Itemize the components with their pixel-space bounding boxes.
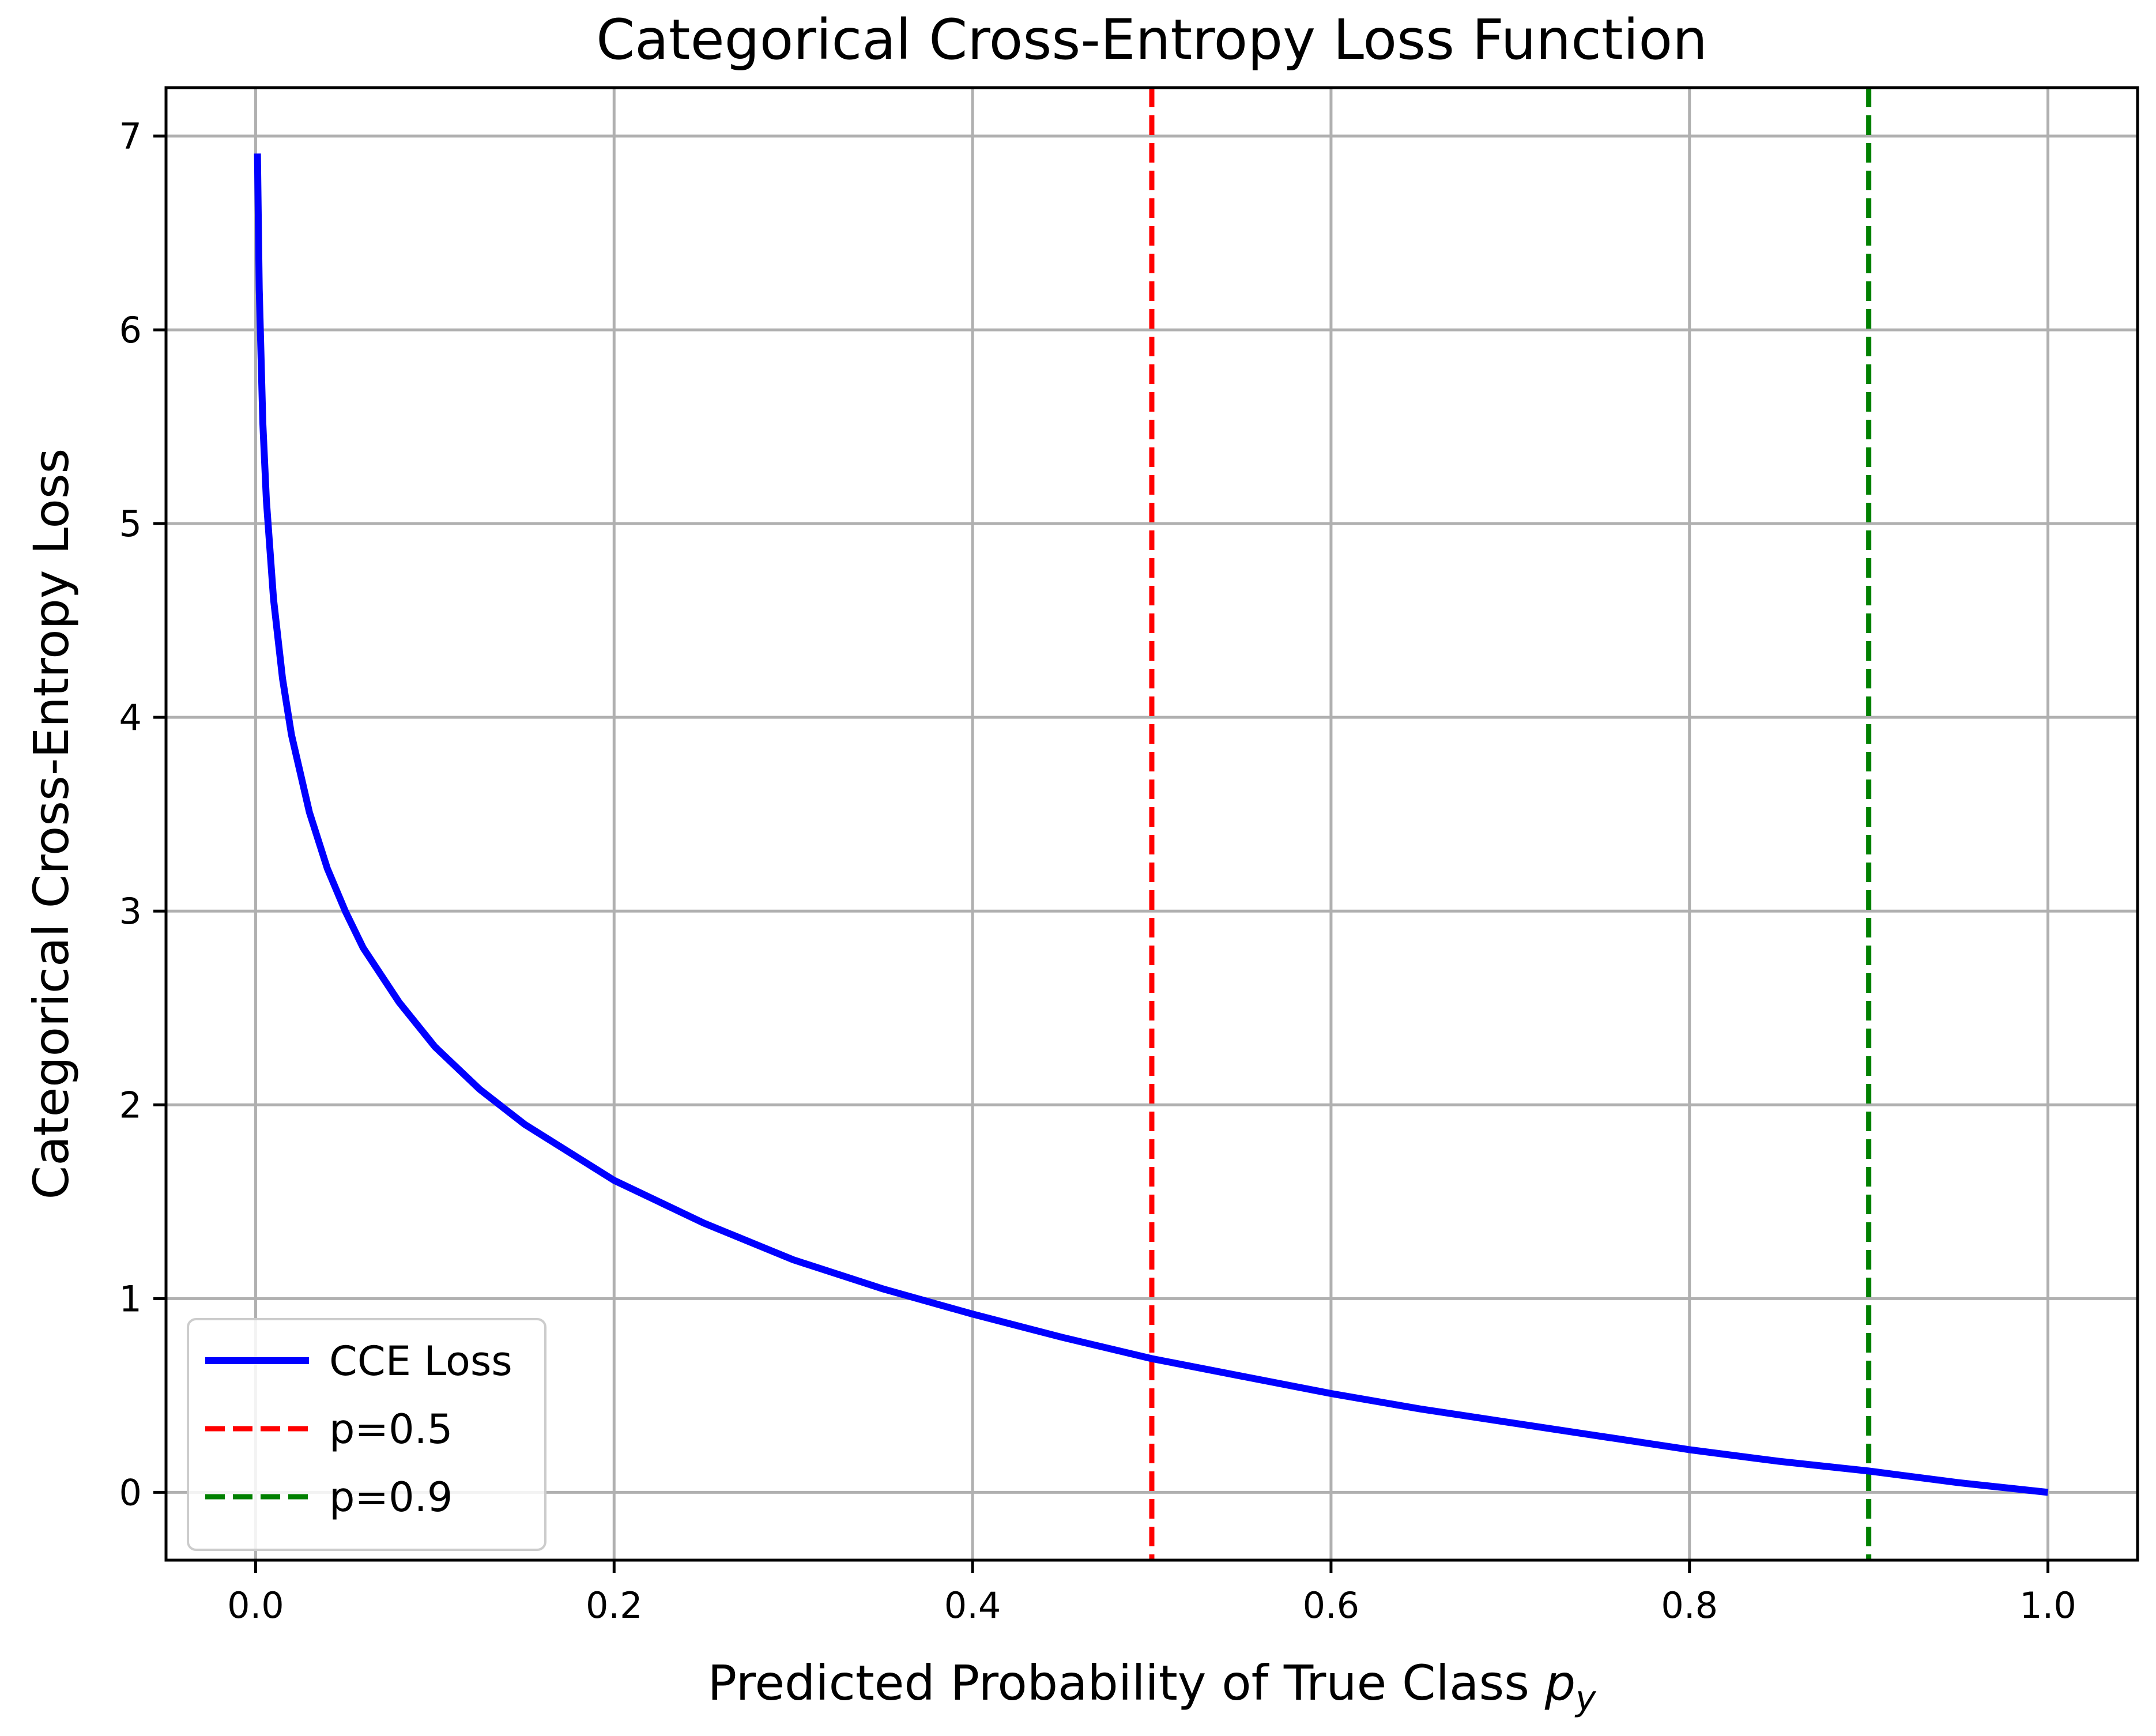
x-tick-label: 0.8 xyxy=(1661,1584,1718,1626)
y-tick-label: 5 xyxy=(119,503,142,545)
y-tick-label: 1 xyxy=(119,1278,142,1320)
series-line xyxy=(254,153,2049,1496)
legend-box xyxy=(187,1318,546,1551)
x-tick-label: 0.0 xyxy=(227,1584,284,1626)
x-tick-label: 0.6 xyxy=(1303,1584,1360,1626)
y-tick-label: 0 xyxy=(119,1471,142,1513)
x-tick-label: 0.2 xyxy=(586,1584,643,1626)
grid xyxy=(166,88,2138,1560)
series-layer xyxy=(254,88,2049,1560)
y-tick-label: 3 xyxy=(119,890,142,932)
legend: CCE Loss p=0.5 p=0.9 xyxy=(187,1318,546,1551)
x-axis-symbol-subscript: y xyxy=(1574,1678,1597,1719)
ticks: 0.0 0.2 0.4 0.6 0.8 1.0 0 1 2 3 4 5 6 7 xyxy=(119,115,2076,1626)
x-tick-label: 1.0 xyxy=(2019,1584,2076,1626)
chart-title: Categorical Cross-Entropy Loss Function xyxy=(596,7,1708,72)
y-axis-label: Categorical Cross-Entropy Loss xyxy=(23,449,80,1200)
legend-label: p=0.9 xyxy=(329,1474,453,1521)
y-tick-label: 2 xyxy=(119,1084,142,1126)
y-tick-label: 6 xyxy=(119,309,142,351)
y-tick-label: 4 xyxy=(119,696,142,739)
x-tick-label: 0.4 xyxy=(944,1584,1001,1626)
x-axis-label: Predicted Probability of True Class py xyxy=(707,1655,1597,1719)
plot-frame xyxy=(164,86,2139,1562)
x-axis-symbol: p xyxy=(1544,1655,1575,1711)
legend-label: CCE Loss xyxy=(329,1338,512,1385)
x-axis-label-text: Predicted Probability of True Class xyxy=(707,1655,1529,1711)
y-tick-label: 7 xyxy=(119,115,142,157)
legend-label: p=0.5 xyxy=(329,1406,453,1453)
